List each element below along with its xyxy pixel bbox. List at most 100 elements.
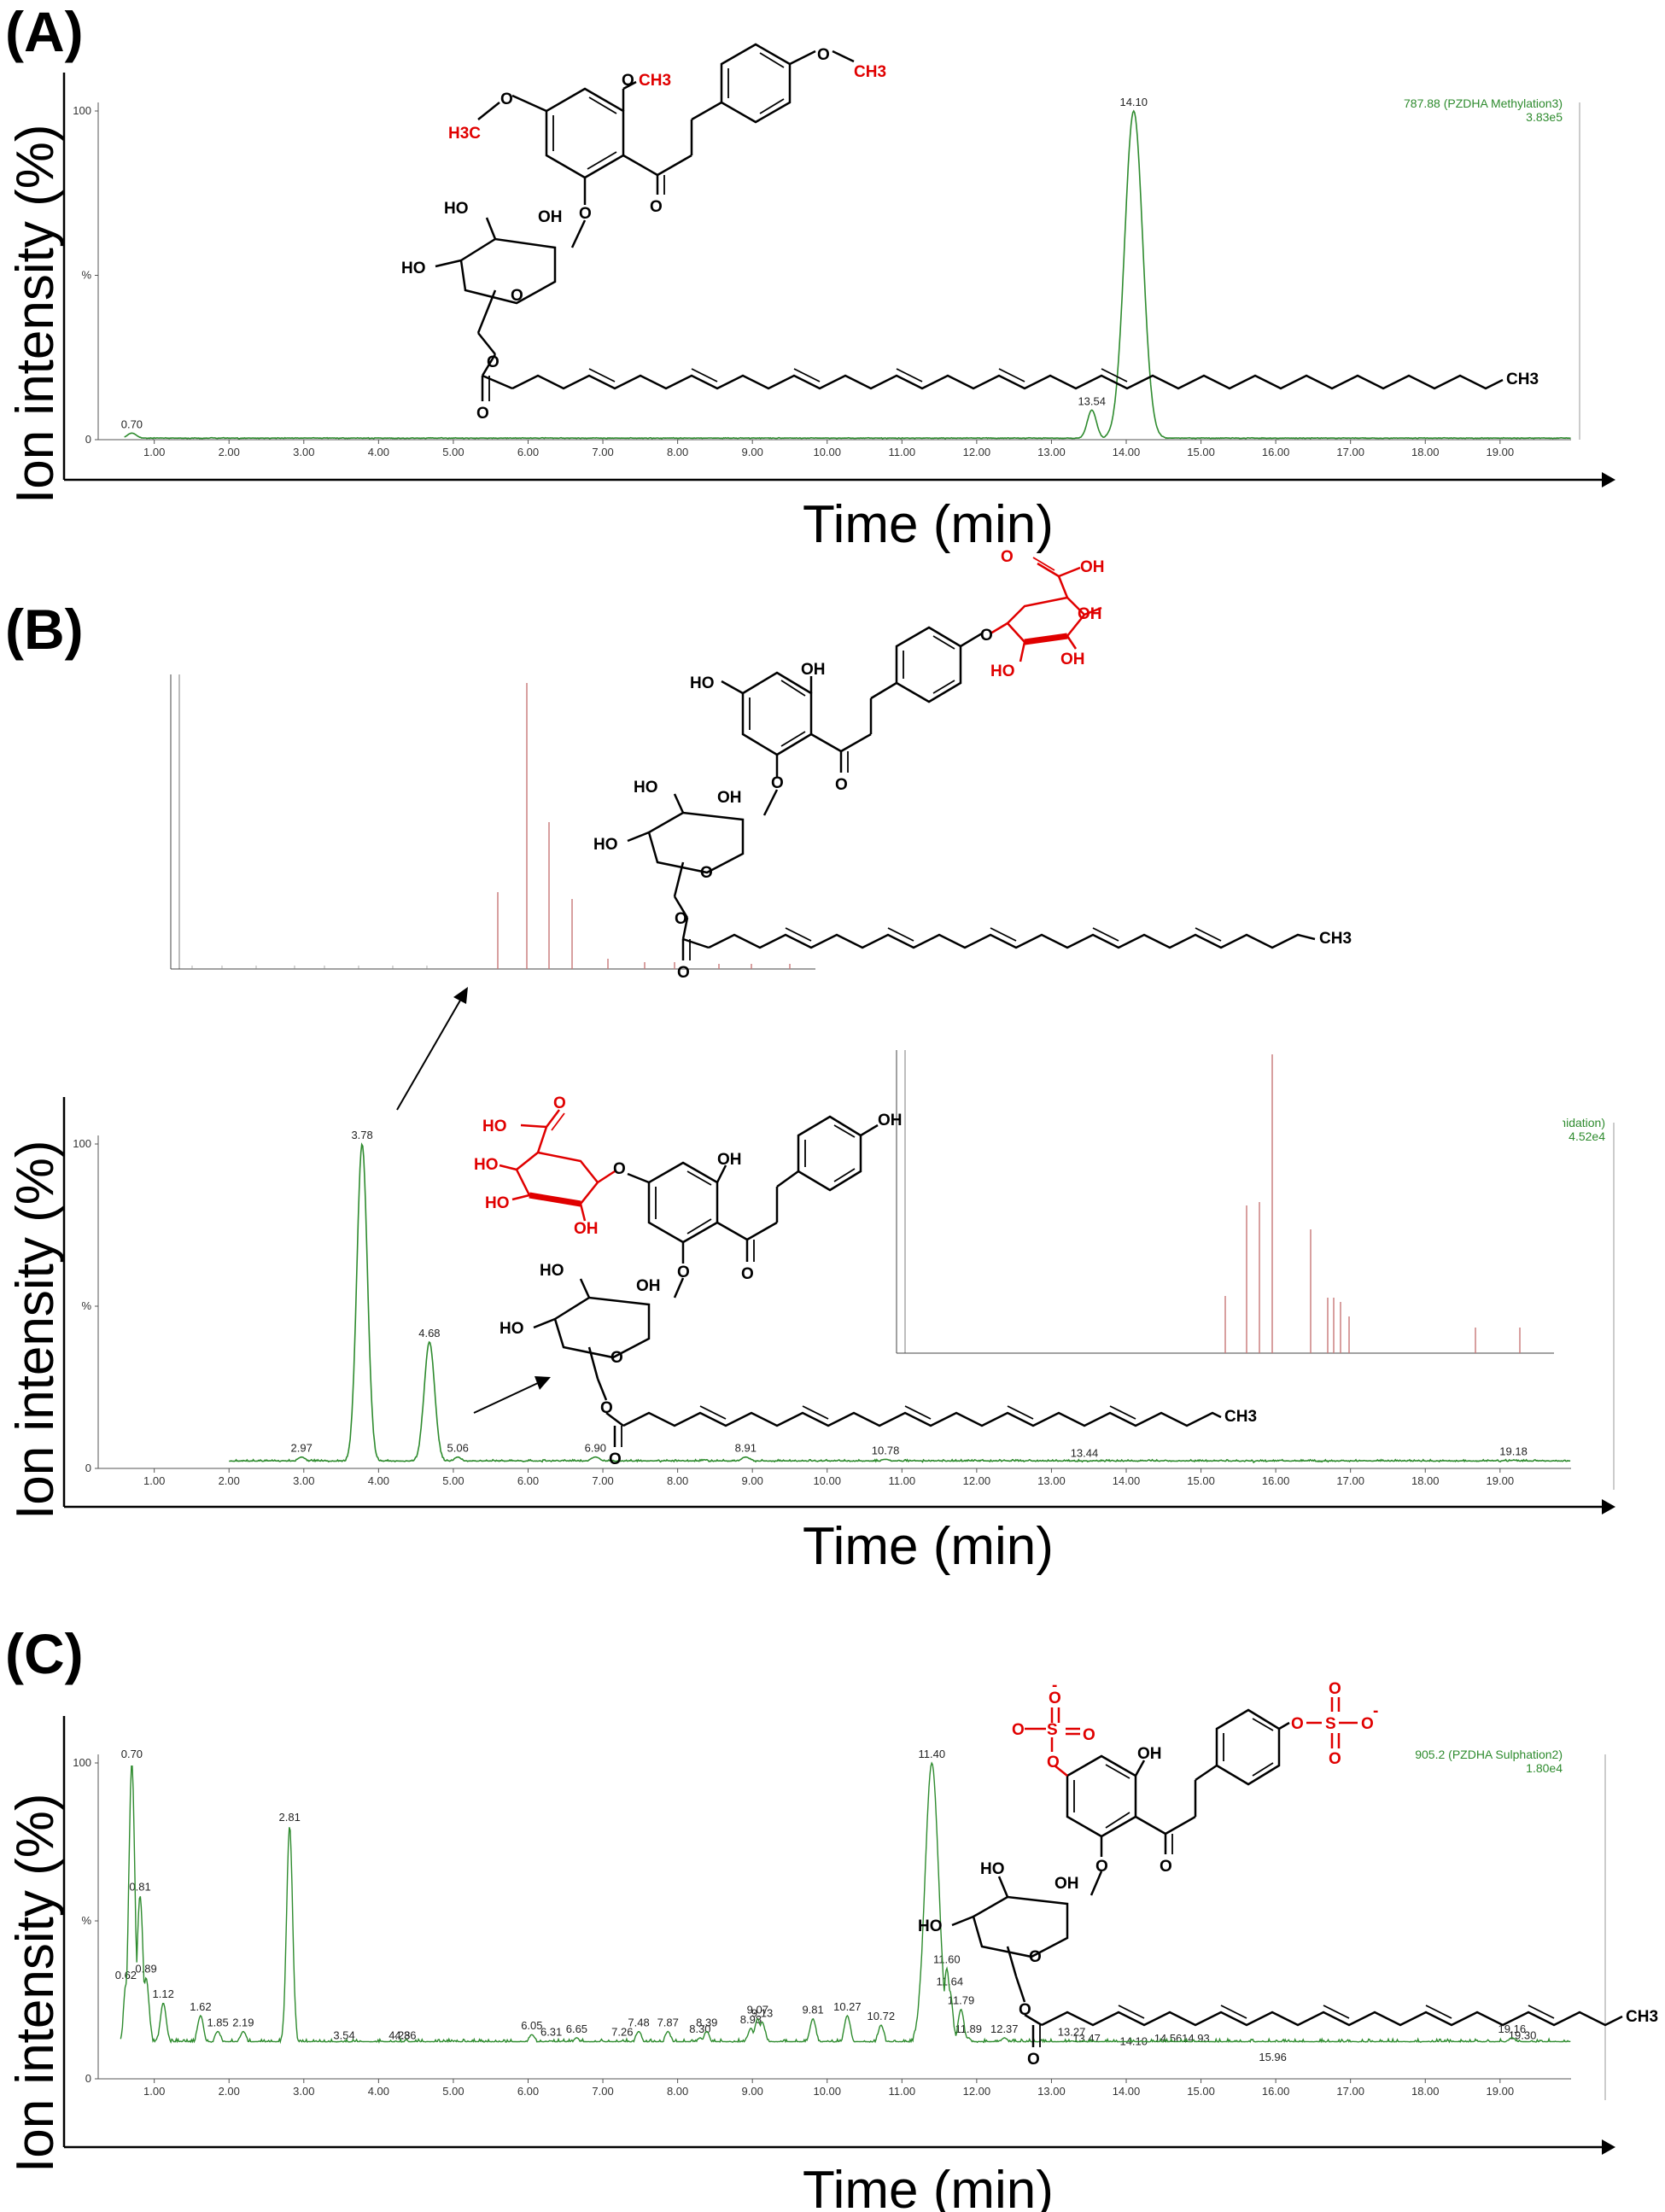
panel-b2-ester-o-label: O: [600, 1399, 613, 1417]
x-tick-label: 9.00: [742, 2085, 763, 2098]
panel-c-trace-name: 905.2 (PZDHA Sulphation2): [1415, 1748, 1563, 1761]
panel-a-x-ticks: 1.00 2.00 3.00 4.00 5.00 6.00 7.00 8.00 9.00 10.0…: [143, 440, 1514, 458]
peak-label: 8.39: [696, 2016, 717, 2029]
x-tick-label: 3.00: [293, 1474, 314, 1487]
panel-a-x-axis-title: Time (min): [803, 495, 1054, 554]
panel-a-y-axis-title: Ion intensity (%): [6, 124, 65, 504]
x-tick-label: 5.00: [442, 2085, 464, 2098]
peak-label: 0.81: [129, 1880, 150, 1893]
panel-a-ester-o-label: O: [487, 353, 500, 371]
peak-label: 1.62: [190, 2000, 211, 2013]
panel-a-oh-label-1: OH: [538, 208, 563, 226]
panel-c-peak-labels: 0.62 0.70 0.81 0.89 1.12 1.62 1.85 2.19 2.81 3.54…: [115, 1748, 1537, 2063]
panel-c-chromatogram-trace: [120, 1761, 1571, 2045]
x-tick-label: 19.00: [1487, 1474, 1515, 1487]
panel-b1-gluc-oh-label-3: OH: [1060, 651, 1085, 668]
panel-b2-o-label-1: O: [613, 1160, 626, 1178]
panel-c-oh-label-1: OH: [1137, 1745, 1162, 1763]
x-tick-label: 3.00: [293, 2085, 314, 2098]
panel-a-o-label-4: O: [579, 205, 592, 223]
x-tick-label: 12.00: [963, 2085, 991, 2098]
panel-b-trace-intensity: 4.52e4: [1569, 1129, 1605, 1143]
peak-label: 0.70: [121, 417, 143, 430]
panel-a-ho-label-2: HO: [401, 260, 426, 277]
x-tick-label: 12.00: [963, 1474, 991, 1487]
x-tick-label: 10.00: [813, 1474, 841, 1487]
panel-c-sulph-o-label-5: O: [1291, 1715, 1304, 1733]
panel-c-ester-o-label: O: [1019, 2001, 1031, 2019]
x-tick-label: 7.00: [592, 1474, 613, 1487]
panel-a-o-label-2: O: [622, 72, 634, 90]
x-tick-label: 6.00: [517, 2085, 539, 2098]
x-tick-label: 12.00: [963, 446, 991, 458]
x-tick-label: 15.00: [1187, 1474, 1215, 1487]
peak-label: 4.68: [418, 1327, 440, 1339]
panel-b1-carbonyl-label: O: [835, 776, 848, 794]
peak-label: 11.64: [937, 1975, 964, 1987]
panel-a-ch3-label-2: CH3: [854, 63, 886, 81]
panel-c-o-label-2: O: [1095, 1858, 1108, 1876]
panel-b-structure-1: [627, 626, 1316, 960]
peak-label: 7.48: [628, 2016, 649, 2029]
panel-b1-ho-label-2: HO: [634, 779, 658, 797]
x-tick-label: 9.00: [742, 1474, 763, 1487]
panel-a-peak-labels: 0.70 13.54 14.10: [121, 96, 1148, 430]
x-tick-label: 13.00: [1037, 2085, 1066, 2098]
peak-label: 6.31: [540, 2026, 562, 2039]
x-tick-label: 19.00: [1487, 446, 1515, 458]
peak-label: 15.96: [1259, 2051, 1287, 2063]
panel-a-ch3-label-1: CH3: [639, 72, 671, 90]
peak-label: 19.16: [1498, 2022, 1527, 2035]
peak-label: 19.30: [1509, 2028, 1537, 2041]
panel-a-carbonyl-o-label: O: [650, 198, 663, 216]
panel-c-x-arrowhead: [1602, 2139, 1615, 2155]
panel-c-sulph-minus-1: -: [1052, 1677, 1057, 1695]
peak-label: 19.18: [1499, 1445, 1528, 1458]
peak-label: 11.89: [955, 2022, 982, 2035]
panel-a-x-arrowhead: [1602, 472, 1615, 487]
panel-c-ring-o-label: O: [1029, 1948, 1042, 1966]
peak-label: 4.36: [394, 2028, 416, 2041]
x-tick-label: 8.00: [667, 446, 688, 458]
panel-b1-gluc-oh-label-2: OH: [1078, 605, 1102, 623]
peak-label: 13.44: [1071, 1446, 1099, 1459]
x-tick-label: 18.00: [1411, 446, 1440, 458]
x-tick-label: 4.00: [368, 1474, 389, 1487]
x-tick-label: 19.00: [1487, 2085, 1515, 2098]
panel-b2-gluc-ho-label-2: HO: [474, 1156, 499, 1174]
peak-label: 2.97: [291, 1442, 313, 1455]
panel-c-ch3-label: CH3: [1626, 2008, 1658, 2026]
panel-b-x-arrowhead: [1602, 1499, 1615, 1515]
peak-label: 0.89: [135, 1963, 156, 1976]
panel-c-sulph-s-label-1: S: [1047, 1721, 1058, 1739]
x-tick-label: 18.00: [1411, 1474, 1440, 1487]
peak-label: 0.62: [115, 1969, 137, 1981]
y-tick-label: %: [81, 1914, 91, 1927]
peak-label: 1.85: [207, 2016, 228, 2029]
panel-a-structure: [435, 43, 1504, 401]
panel-b1-gluc-oh-label-1: OH: [1080, 558, 1105, 576]
peak-label: 9.07: [747, 2004, 768, 2016]
peak-label: 2.19: [232, 2016, 254, 2029]
y-tick-label: 0: [85, 1462, 91, 1474]
x-tick-label: 10.00: [813, 446, 841, 458]
peak-label: 13.54: [1078, 394, 1106, 407]
peak-label: 11.40: [919, 1748, 946, 1760]
x-tick-label: 2.00: [219, 1474, 240, 1487]
y-tick-label: 100: [73, 1756, 91, 1769]
panel-b1-ester-o-label: O: [675, 910, 687, 928]
panel-b-trace-name: ronidation): [1549, 1116, 1605, 1129]
x-tick-label: 5.00: [442, 446, 464, 458]
panel-c-ester-carbonyl-label: O: [1027, 2051, 1040, 2069]
x-tick-label: 11.00: [889, 2085, 916, 2098]
x-tick-label: 14.00: [1113, 2085, 1141, 2098]
panel-b-glucuronide-2: [499, 1109, 616, 1222]
panel-b1-ring-o-label: O: [700, 864, 713, 882]
x-tick-label: 14.00: [1113, 446, 1141, 458]
panel-b1-o-label-1: O: [980, 627, 993, 645]
y-tick-label: 0: [85, 2072, 91, 2085]
x-tick-label: 7.00: [592, 2085, 613, 2098]
panel-a-chromatogram-trace: [124, 109, 1571, 440]
peak-label: 10.72: [868, 2010, 896, 2022]
x-tick-label: 18.00: [1411, 2085, 1440, 2098]
